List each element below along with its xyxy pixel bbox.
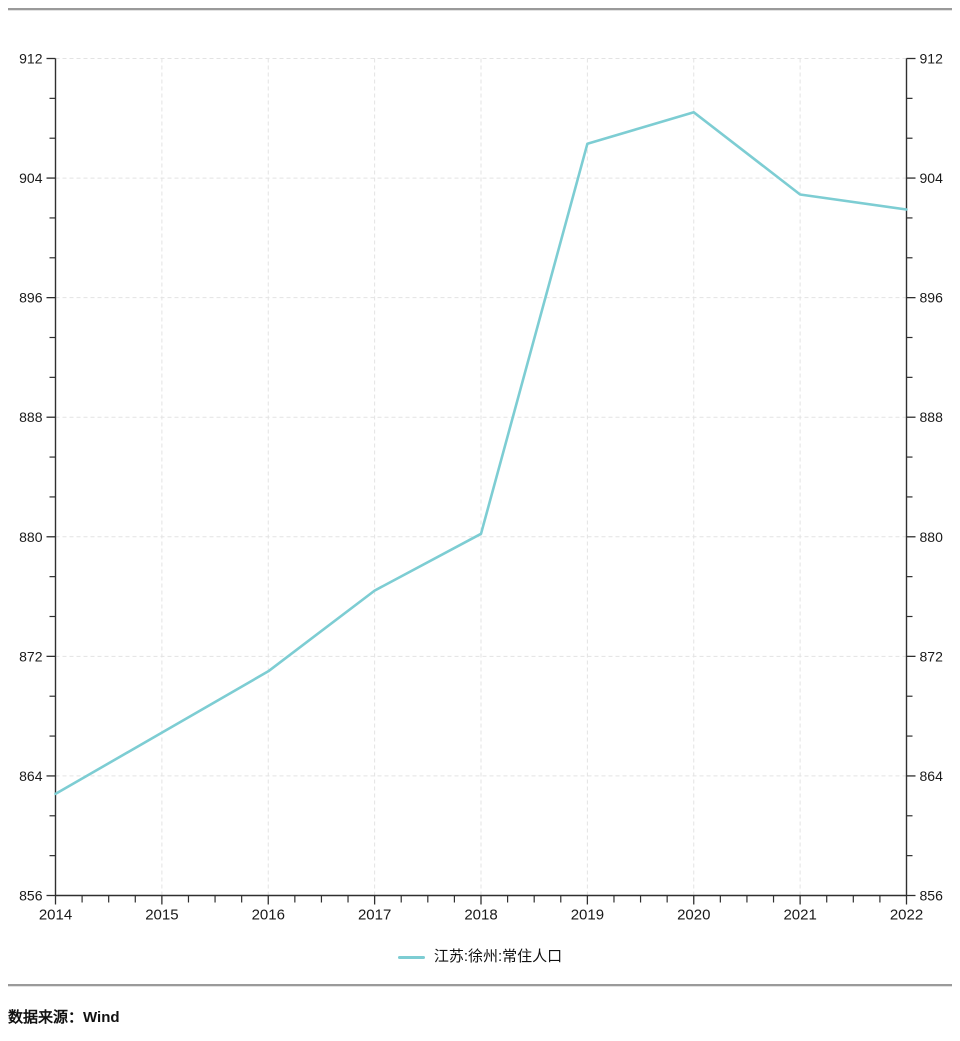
x-tick-label: 2016 — [252, 907, 285, 924]
x-tick-label: 2015 — [145, 907, 178, 924]
series-line — [54, 111, 908, 796]
y-tick-label-right: 872 — [920, 648, 944, 664]
x-tick-label: 2014 — [39, 907, 72, 924]
y-tick-label-left: 864 — [19, 768, 43, 784]
top-divider — [8, 8, 952, 11]
x-tick-label: 2017 — [358, 907, 391, 924]
legend-line-swatch — [397, 955, 425, 959]
y-tick-label-left: 904 — [19, 170, 43, 186]
chart-legend: 江苏:徐州:常住人口 — [0, 947, 960, 967]
y-tick-label-right: 856 — [920, 888, 944, 904]
chart-area: 856 856 864 864 872 872 880 880 888 888 896 896 904 9… — [19, 51, 944, 924]
data-source-label: 数据来源：Wind — [8, 1009, 120, 1026]
y-tick-label-left: 888 — [19, 409, 43, 425]
x-tick-label: 2020 — [677, 907, 710, 924]
y-tick-label-left: 880 — [19, 529, 43, 545]
x-tick-label: 2019 — [571, 907, 604, 924]
y-tick-label-right: 864 — [920, 768, 944, 784]
bottom-divider — [8, 984, 952, 987]
y-tick-label-right: 904 — [920, 170, 944, 186]
y-tick-label-right: 888 — [920, 409, 944, 425]
y-tick-label-right: 896 — [920, 290, 944, 306]
x-tick-label: 2021 — [783, 907, 816, 924]
y-tick-label-left: 872 — [19, 648, 43, 664]
x-tick-label: 2022 — [890, 907, 923, 924]
y-tick-label-left: 896 — [19, 290, 43, 306]
x-tick-label: 2018 — [464, 907, 497, 924]
y-tick-label-right: 880 — [920, 529, 944, 545]
y-tick-label-left: 856 — [19, 888, 43, 904]
y-tick-label-left: 912 — [19, 51, 43, 67]
population-line-chart: 856 856 864 864 872 872 880 880 888 888 896 896 904 9… — [19, 51, 944, 924]
legend-series-label: 江苏:徐州:常住人口 — [433, 948, 563, 965]
y-tick-label-right: 912 — [920, 51, 944, 67]
